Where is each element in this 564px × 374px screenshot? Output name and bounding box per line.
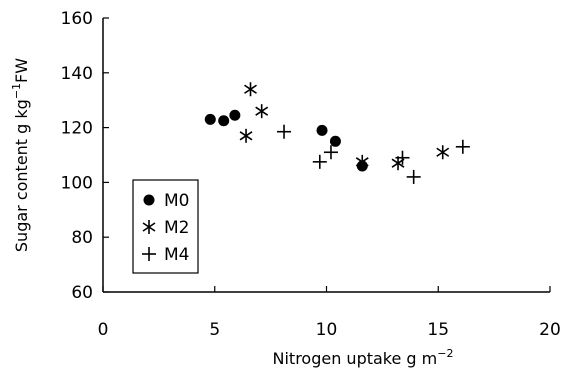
x-tick-label: 0 xyxy=(98,320,109,340)
legend-label-m2: M2 xyxy=(164,218,189,238)
y-tick-label: 100 xyxy=(61,173,93,193)
x-tick-label: 20 xyxy=(539,320,561,340)
point-m4 xyxy=(277,124,292,139)
point-m0 xyxy=(316,124,328,136)
point-m4 xyxy=(312,154,327,169)
data-points xyxy=(204,82,470,184)
point-m0 xyxy=(204,113,216,125)
legend-label-m0: M0 xyxy=(164,191,189,211)
point-m4 xyxy=(395,150,410,165)
x-axis-title: Nitrogen uptake g m−2 xyxy=(273,347,454,368)
point-m0 xyxy=(218,115,230,127)
point-m0 xyxy=(229,109,241,121)
legend-marker-m2 xyxy=(142,220,156,234)
point-m2 xyxy=(436,145,450,160)
point-m4 xyxy=(455,139,470,154)
y-tick-label: 120 xyxy=(61,119,93,139)
axis-ticks: 0 5 10 15 20 60 80 100 120 140 160 xyxy=(61,9,561,340)
point-m0 xyxy=(329,135,341,147)
point-m4 xyxy=(323,145,338,160)
y-tick-label: 160 xyxy=(61,9,93,29)
point-m2 xyxy=(244,82,257,97)
legend-box xyxy=(132,179,199,274)
point-m2 xyxy=(355,154,369,169)
point-m2 xyxy=(239,128,253,143)
legend: M0 M2 M4 xyxy=(132,179,199,274)
point-m2 xyxy=(255,104,269,119)
y-tick-label: 60 xyxy=(71,283,93,303)
x-tick-label: 10 xyxy=(316,320,338,340)
x-tick-label: 15 xyxy=(427,320,449,340)
legend-marker-m4 xyxy=(142,247,156,261)
y-tick-label: 140 xyxy=(61,64,93,84)
legend-label-m4: M4 xyxy=(164,245,189,265)
y-tick-label: 80 xyxy=(71,228,93,248)
x-tick-label: 5 xyxy=(209,320,220,340)
legend-marker-m0 xyxy=(143,194,155,206)
y-axis-title: Sugar content g kg−1FW xyxy=(10,58,31,252)
point-m4 xyxy=(406,169,421,184)
